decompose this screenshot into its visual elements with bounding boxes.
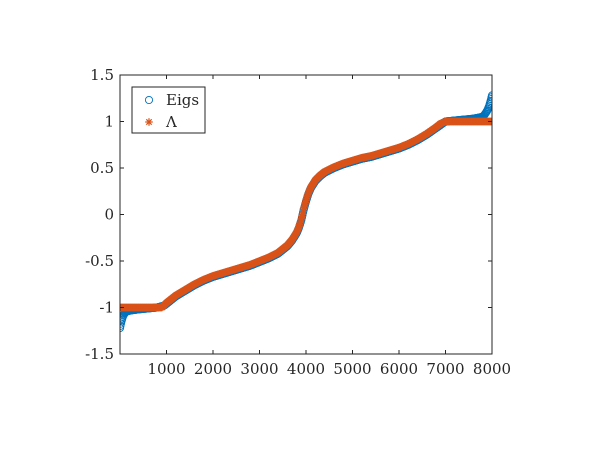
y-tick-label: -1 — [99, 299, 114, 317]
series-layer — [120, 91, 492, 333]
x-tick-label: 4000 — [287, 360, 325, 378]
x-tick-label: 7000 — [426, 360, 464, 378]
series-lambda — [120, 117, 492, 312]
y-tick-label: -1.5 — [85, 345, 114, 363]
y-tick-label: 1.5 — [90, 66, 114, 84]
legend: Eigs Λ — [131, 86, 206, 134]
data-point-eigs — [484, 103, 492, 112]
y-tick-labels: -1.5 -1 -0.5 0 0.5 1 1.5 — [85, 66, 114, 363]
data-point-eigs — [486, 96, 492, 106]
x-tick-labels: 1000 2000 3000 4000 5000 6000 7000 8000 — [147, 360, 511, 378]
data-point-eigs — [144, 95, 154, 105]
x-tick-label: 8000 — [473, 360, 511, 378]
y-tick-label: -0.5 — [85, 252, 114, 270]
x-tick-label: 5000 — [333, 360, 371, 378]
x-tick-label: 6000 — [380, 360, 418, 378]
data-point-eigs — [487, 95, 492, 104]
x-tick-label: 3000 — [240, 360, 278, 378]
y-tick-label: 0 — [104, 206, 114, 224]
legend-label-eigs: Eigs — [166, 91, 199, 109]
legend-box — [131, 86, 206, 134]
legend-label-lambda: Λ — [165, 113, 177, 131]
data-point-lambda — [145, 118, 153, 126]
y-tick-label: 1 — [104, 113, 114, 131]
x-tick-label: 2000 — [194, 360, 232, 378]
x-tick-label: 1000 — [147, 360, 185, 378]
tick-layer — [120, 74, 493, 355]
legend-marker-eigs — [144, 95, 154, 105]
y-tick-label: 0.5 — [90, 159, 114, 177]
legend-marker-lambda — [145, 118, 153, 126]
